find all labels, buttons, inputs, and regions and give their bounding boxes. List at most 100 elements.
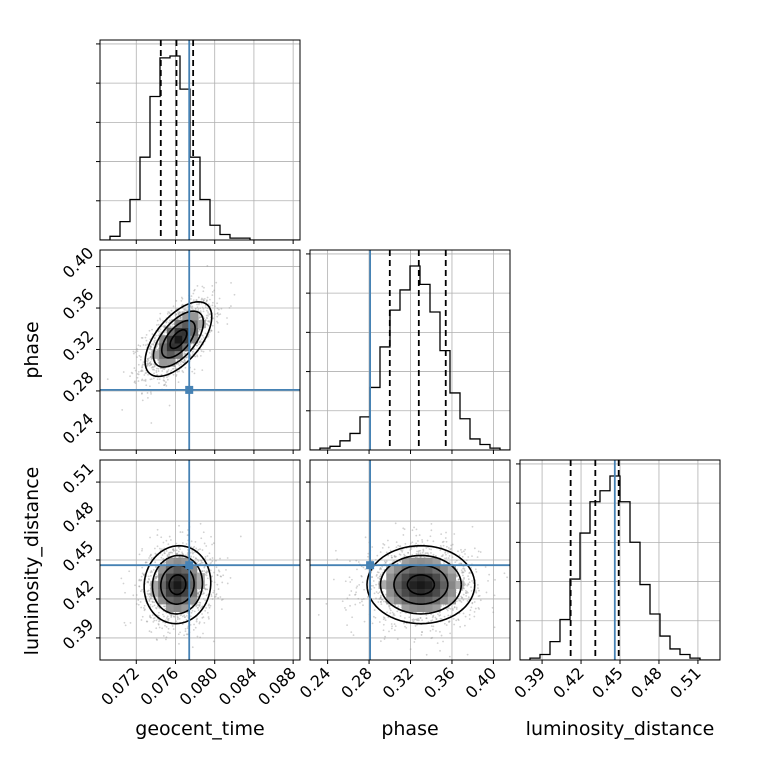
scatter-point bbox=[203, 570, 206, 572]
scatter-point bbox=[162, 557, 165, 560]
scatter-point bbox=[157, 623, 160, 626]
scatter-point bbox=[143, 374, 146, 376]
scatter-point bbox=[201, 297, 203, 300]
scatter-point bbox=[457, 618, 460, 621]
scatter-point bbox=[167, 368, 170, 371]
density-cell bbox=[166, 358, 176, 367]
scatter-point bbox=[148, 352, 151, 354]
scatter-point bbox=[208, 617, 210, 620]
density-cell bbox=[158, 565, 167, 574]
scatter-point bbox=[420, 634, 423, 636]
scatter-point bbox=[196, 635, 199, 638]
scatter-point bbox=[396, 610, 399, 613]
scatter-point bbox=[355, 559, 358, 562]
scatter-point bbox=[158, 611, 160, 614]
scatter-point bbox=[133, 367, 136, 369]
scatter-point bbox=[448, 607, 450, 609]
scatter-point bbox=[146, 364, 149, 367]
scatter-point bbox=[455, 600, 458, 603]
scatter-point bbox=[386, 611, 388, 614]
scatter-point bbox=[200, 302, 203, 305]
scatter-point bbox=[350, 590, 353, 592]
scatter-point bbox=[466, 590, 468, 593]
scatter-point bbox=[441, 541, 444, 544]
scatter-point bbox=[207, 604, 210, 607]
scatter-point bbox=[393, 555, 396, 557]
scatter-point bbox=[141, 366, 143, 369]
scatter-point bbox=[158, 330, 160, 333]
contour-line bbox=[144, 301, 213, 378]
scatter-point bbox=[148, 347, 151, 350]
scatter-point bbox=[462, 571, 464, 574]
scatter-point bbox=[141, 572, 144, 575]
scatter-point bbox=[478, 608, 481, 610]
scatter-point bbox=[141, 365, 144, 368]
scatter-point bbox=[442, 640, 444, 643]
scatter-point bbox=[376, 571, 379, 574]
scatter-point bbox=[455, 619, 458, 622]
panel-frame bbox=[309, 459, 511, 661]
scatter-point bbox=[197, 548, 200, 551]
scatter-point bbox=[208, 552, 211, 555]
scatter-point bbox=[204, 599, 207, 602]
density-cell bbox=[424, 557, 433, 566]
scatter-point bbox=[207, 313, 210, 315]
scatter-point bbox=[154, 552, 157, 555]
scatter-point bbox=[150, 570, 153, 572]
scatter-point bbox=[479, 551, 482, 553]
scatter-point bbox=[163, 615, 165, 618]
scatter-point bbox=[209, 313, 211, 316]
scatter-point bbox=[346, 597, 349, 600]
scatter-point bbox=[206, 323, 209, 326]
scatter-point bbox=[154, 575, 157, 578]
scatter-point bbox=[349, 604, 351, 607]
scatter-point bbox=[152, 343, 155, 345]
scatter-point bbox=[384, 561, 387, 564]
scatter-point bbox=[210, 329, 212, 332]
scatter-point bbox=[167, 617, 170, 620]
scatter-point bbox=[180, 613, 183, 616]
scatter-point bbox=[124, 624, 127, 627]
density-cell bbox=[424, 580, 433, 590]
scatter-point bbox=[158, 626, 161, 629]
scatter-point bbox=[152, 343, 155, 346]
scatter-point bbox=[388, 630, 390, 633]
density-cell bbox=[150, 588, 159, 597]
scatter-point bbox=[179, 531, 182, 533]
scatter-point bbox=[161, 370, 164, 372]
scatter-point bbox=[411, 619, 414, 621]
density-cell bbox=[447, 580, 456, 590]
scatter-point bbox=[383, 560, 386, 563]
scatter-point bbox=[436, 642, 439, 645]
scatter-point bbox=[415, 618, 418, 621]
scatter-point bbox=[379, 596, 382, 599]
scatter-point bbox=[179, 312, 181, 314]
scatter-point bbox=[159, 317, 161, 320]
scatter-point bbox=[181, 531, 184, 534]
scatter-point bbox=[191, 305, 194, 308]
scatter-point bbox=[491, 606, 494, 609]
truth-marker bbox=[185, 385, 194, 394]
scatter-point bbox=[397, 544, 400, 547]
scatter-point bbox=[149, 364, 152, 367]
scatter-point bbox=[471, 525, 474, 528]
scatter-point bbox=[477, 550, 480, 553]
scatter-point bbox=[148, 364, 151, 367]
scatter-point bbox=[478, 589, 480, 592]
scatter-point bbox=[457, 578, 460, 581]
scatter-point bbox=[421, 619, 424, 622]
scatter-point bbox=[384, 561, 387, 564]
scatter-point bbox=[477, 606, 480, 609]
scatter-point bbox=[213, 571, 215, 574]
scatter-point bbox=[430, 552, 432, 554]
scatter-point bbox=[400, 549, 403, 552]
density-cell bbox=[181, 588, 190, 597]
scatter-point bbox=[201, 616, 204, 619]
scatter-point bbox=[432, 625, 435, 628]
scatter-point bbox=[471, 601, 474, 604]
scatter-point bbox=[197, 591, 199, 594]
scatter-point bbox=[389, 549, 392, 552]
scatter-point bbox=[162, 558, 165, 561]
scatter-point bbox=[168, 319, 171, 322]
scatter-point bbox=[415, 542, 418, 545]
